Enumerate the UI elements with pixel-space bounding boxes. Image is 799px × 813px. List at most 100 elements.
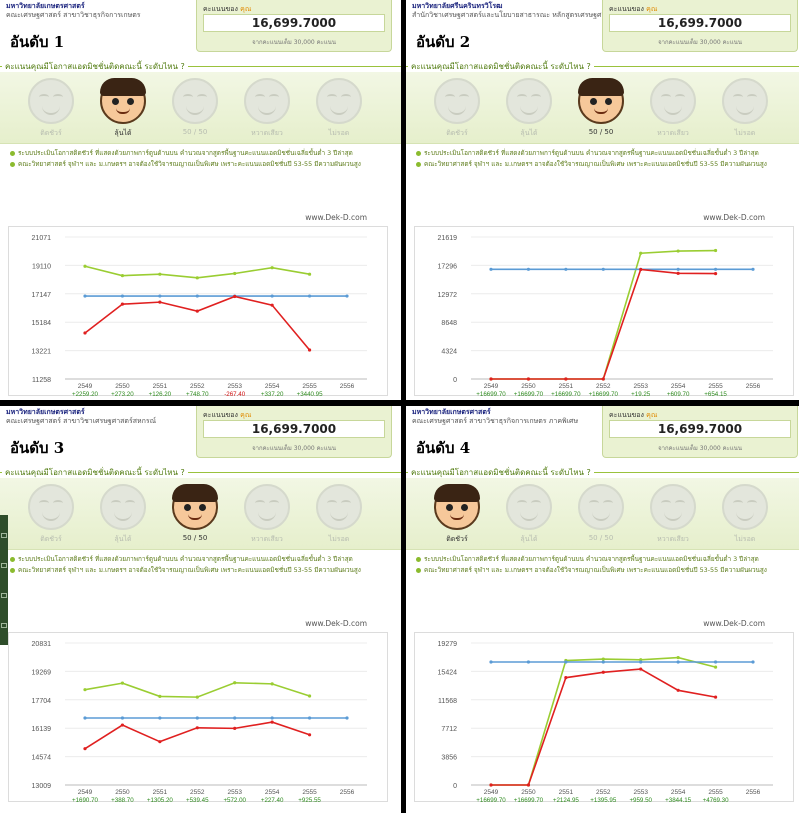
data-point-blue: [270, 294, 274, 298]
x-tick-label: 2551: [153, 789, 168, 796]
x-tick-label: 2554: [265, 383, 280, 390]
face-label: 50 / 50: [588, 128, 614, 136]
data-point-green: [120, 274, 125, 278]
x-tick-label: 2555: [302, 789, 317, 796]
data-point-red: [195, 309, 199, 313]
x-tick-label: 2550: [521, 789, 536, 796]
faculty-name: คณะเศรษฐศาสตร์ สาขาวิชาเศรษฐศาสตร์สหกรณ์: [6, 417, 157, 425]
diff-label: +3844.15: [665, 797, 692, 803]
score-label: คะแนนของ คุณ: [203, 411, 252, 419]
y-tick-label: 17704: [32, 698, 52, 705]
side-toolbar[interactable]: [0, 515, 8, 645]
score-label: คะแนนของ คุณ: [203, 5, 252, 13]
data-point-blue: [564, 660, 568, 664]
panel-header: มหาวิทยาลัยศรีนครินทรวิโรฒ สำนักวิชาเศรษ…: [406, 0, 799, 58]
x-tick-label: 2552: [596, 383, 611, 390]
data-point-blue: [233, 716, 237, 720]
face-icon: [722, 484, 768, 530]
data-point-red: [526, 783, 531, 787]
y-tick-label: 8648: [441, 320, 457, 327]
data-point-blue: [307, 294, 312, 298]
data-point-blue: [158, 716, 162, 720]
data-point-blue: [120, 294, 125, 298]
score-label: คะแนนของ คุณ: [609, 411, 658, 419]
face-label: ติดชัวร์: [446, 535, 468, 543]
toolbar-icon[interactable]: [1, 593, 7, 598]
y-tick-label: 19110: [32, 263, 51, 270]
score-box: คะแนนของ คุณ 16,699.7000 จากคะแนนเต็ม 30…: [196, 0, 392, 52]
diff-label: +16699.70: [514, 797, 544, 803]
data-point-red: [676, 271, 680, 275]
score-note: จากคะแนนเต็ม 30,000 คะแนน: [252, 39, 336, 46]
line-chart: 21619 17296 12972 8648 4324 0 2549 2550 2551 2552…: [438, 235, 773, 397]
x-tick-label: 2551: [559, 383, 574, 390]
x-tick-label: 2555: [708, 789, 723, 796]
x-tick-label: 2553: [227, 383, 242, 390]
data-point-green: [195, 695, 199, 699]
face-icon: [434, 484, 480, 530]
rank-label: อันดับ 2: [416, 33, 471, 51]
data-point-red: [83, 331, 87, 335]
face-icon: [244, 78, 290, 124]
series-line-green: [84, 681, 310, 698]
watermark-text: www.Dek-D.com: [305, 213, 367, 222]
info-bullets: ระบบประเมินโอกาสติดชัวร์ ที่แสดงด้วยภาพก…: [416, 148, 793, 170]
data-point-red: [489, 377, 493, 381]
x-tick-label: 2551: [153, 383, 168, 390]
diff-label: +16699.70: [514, 391, 544, 397]
score-value: 16,699.7000: [609, 14, 791, 32]
score-chart: 19279 15424 11568 7712 3856 0 2549 2550 2551 2552…: [414, 632, 794, 803]
x-tick-label: 2553: [633, 383, 648, 390]
info-bullet: ระบบประเมินโอกาสติดชัวร์ ที่แสดงด้วยภาพก…: [10, 148, 395, 159]
score-value: 16,699.7000: [609, 420, 791, 438]
info-bullet: คณะวิทยาศาสตร์ จุฬาฯ และ ม.เกษตรฯ อาจต้อ…: [416, 159, 793, 170]
data-point-green: [83, 264, 87, 268]
question-text: คะแนนคุณมีโอกาสแอดมิชชั่นติดคณะนี้ ระดับ…: [2, 466, 188, 479]
toolbar-icon[interactable]: [1, 623, 7, 628]
face-icon: [650, 78, 696, 124]
diff-label: +19.25: [631, 391, 651, 397]
data-point-green: [158, 272, 162, 276]
face-icon: [650, 484, 696, 530]
face-icon: [244, 484, 290, 530]
face-icon: [172, 78, 218, 124]
y-tick-label: 14574: [32, 755, 52, 762]
chance-face-4: หวาดเสียว: [646, 78, 700, 144]
data-point-green: [270, 266, 274, 270]
y-tick-label: 12972: [438, 292, 458, 299]
face-label: ติดชัวร์: [40, 535, 62, 543]
y-tick-label: 13221: [32, 349, 52, 356]
data-point-red: [120, 723, 125, 727]
y-tick-label: 11258: [32, 377, 51, 384]
x-tick-label: 2554: [671, 383, 686, 390]
y-tick-label: 17147: [32, 292, 52, 299]
data-point-blue: [676, 660, 680, 664]
data-point-red: [307, 733, 312, 737]
chance-faces: ติดชัวร์ ลุ้นได้ 50 / 50 หวาดเสียว ไม่รอด: [0, 478, 401, 550]
result-panel-1: มหาวิทยาลัยเกษตรศาสตร์ คณะเศรษฐศาสตร์ สา…: [0, 0, 401, 400]
y-tick-label: 11568: [438, 698, 457, 705]
toolbar-icon[interactable]: [1, 563, 7, 568]
info-bullets: ระบบประเมินโอกาสติดชัวร์ ที่แสดงด้วยภาพก…: [10, 554, 395, 576]
y-tick-label: 21071: [32, 235, 52, 242]
score-note: จากคะแนนเต็ม 30,000 คะแนน: [658, 39, 742, 46]
diff-label: -267.40: [224, 391, 246, 397]
y-tick-label: 20831: [32, 641, 52, 648]
x-tick-label: 2549: [78, 383, 93, 390]
data-point-blue: [751, 660, 755, 664]
chance-face-4: หวาดเสียว: [240, 484, 294, 550]
x-tick-label: 2556: [746, 383, 761, 390]
face-icon: [316, 484, 362, 530]
data-point-blue: [83, 294, 87, 298]
face-label: หวาดเสียว: [251, 129, 283, 137]
diff-label: +16699.70: [589, 391, 619, 397]
info-bullet: คณะวิทยาศาสตร์ จุฬาฯ และ ม.เกษตรฯ อาจต้อ…: [10, 565, 395, 576]
panel-header: มหาวิทยาลัยเกษตรศาสตร์ คณะเศรษฐศาสตร์ สา…: [0, 0, 401, 58]
data-point-blue: [564, 267, 568, 271]
diff-label: +337.20: [261, 391, 284, 397]
chance-faces: ติดชัวร์ ลุ้นได้ 50 / 50 หวาดเสียว ไม่รอด: [406, 72, 799, 144]
data-point-red: [270, 720, 274, 724]
toolbar-icon[interactable]: [1, 533, 7, 538]
face-icon: [578, 78, 624, 124]
face-icon: [434, 78, 480, 124]
